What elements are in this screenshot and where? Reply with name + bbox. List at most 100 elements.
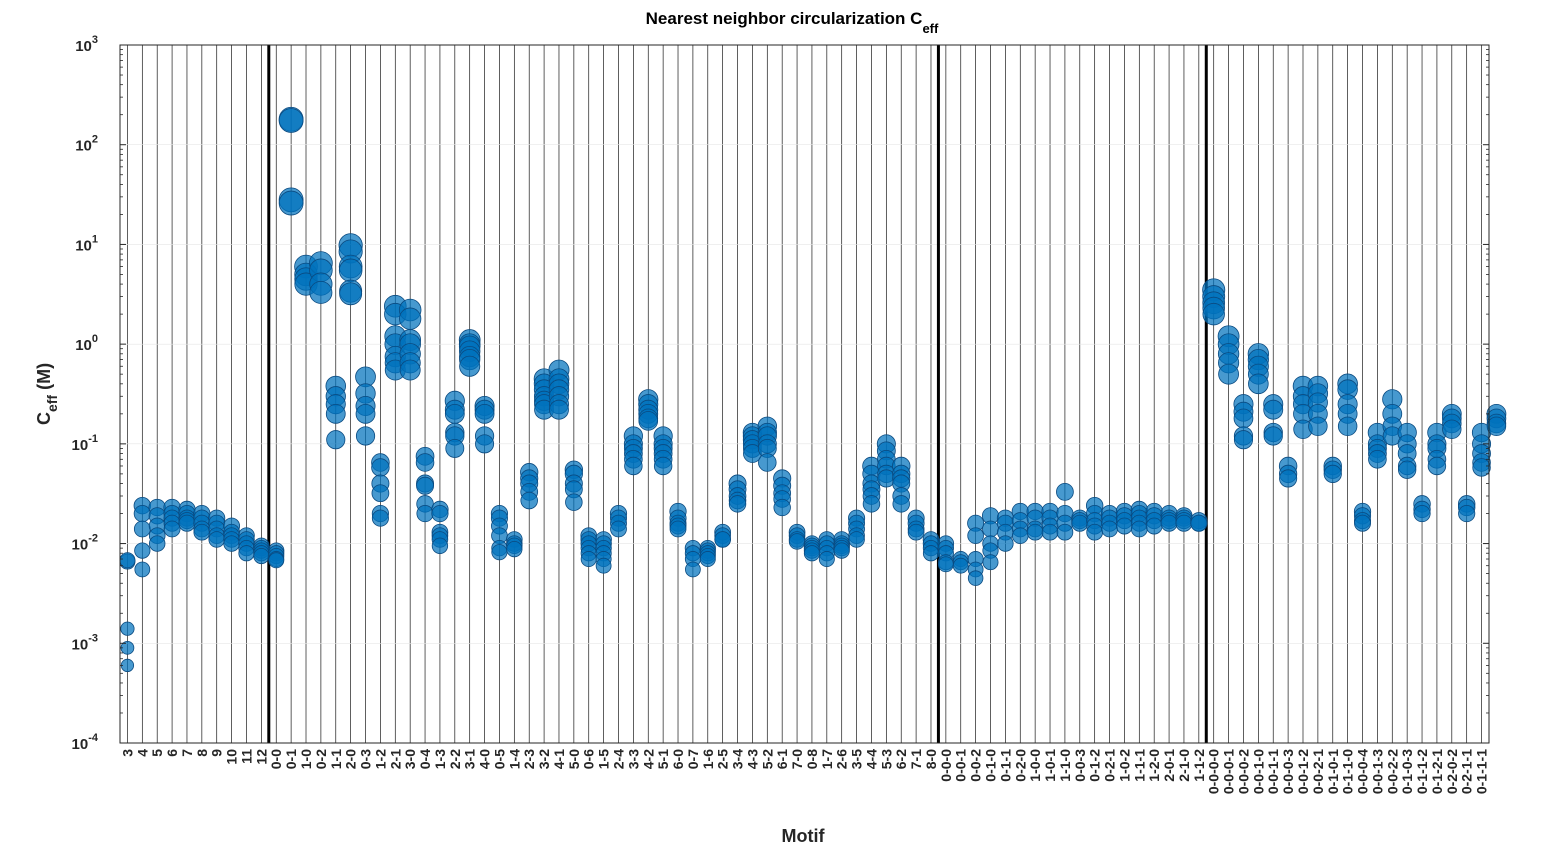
- x-tick-label: 3-3: [625, 749, 641, 769]
- y-axis-ticks: 10-4 10-3 10-2 10-1 100 101 102 103: [72, 34, 1489, 753]
- x-tick-label: 6-2: [893, 749, 909, 769]
- data-point: [120, 621, 135, 636]
- y-axis-label: Ceff (M): [34, 363, 60, 425]
- y-tick-label: 10-3: [72, 632, 98, 653]
- data-point: [1011, 527, 1029, 544]
- data-point: [1486, 416, 1507, 437]
- data-point: [355, 426, 376, 446]
- data-point: [937, 556, 954, 573]
- x-tick-label: 4: [134, 749, 150, 757]
- x-tick-label: 0-8: [804, 749, 820, 769]
- data-point: [862, 495, 881, 513]
- x-axis-label: Motif: [782, 826, 826, 846]
- data-point: [758, 453, 777, 472]
- data-point: [1472, 458, 1491, 477]
- x-tick-label: 0-0-2: [968, 749, 984, 782]
- data-point: [549, 399, 569, 420]
- x-tick-label: 0-1-2-1: [1429, 749, 1445, 794]
- data-point: [967, 527, 984, 544]
- x-tick-label: 2-3: [521, 749, 537, 769]
- x-tick-label: 9: [209, 749, 225, 757]
- data-point: [371, 458, 390, 477]
- data-point: [1202, 302, 1225, 326]
- x-tick-label: 0-2-0-2: [1444, 749, 1460, 794]
- data-point: [952, 557, 969, 574]
- data-point: [193, 523, 211, 541]
- x-tick-label: 2-5: [715, 749, 731, 769]
- x-tick-label: 1-7: [819, 749, 835, 769]
- x-tick-label: 0-0-1-2: [1295, 749, 1311, 794]
- x-tick-label: 0-0-0-1: [1221, 749, 1237, 794]
- y-tick-label: 103: [75, 34, 98, 55]
- data-point: [178, 514, 196, 532]
- x-tick-label: 0-1: [283, 749, 299, 769]
- x-tick-label: 0-0-1-3: [1369, 749, 1385, 794]
- data-point: [223, 535, 240, 552]
- x-tick-label: 0-0-1-0: [1250, 749, 1266, 794]
- data-point: [818, 551, 835, 568]
- x-tick-label: 0-1-0: [983, 749, 999, 782]
- x-tick-label: 3-0: [402, 749, 418, 769]
- x-tick-label: 4-3: [744, 749, 760, 769]
- data-point: [595, 557, 612, 574]
- x-axis-ticks: 34567891011120-00-11-00-21-12-00-31-22-1…: [119, 749, 1489, 794]
- data-point: [1427, 456, 1447, 476]
- x-tick-label: 0-0-1: [953, 749, 969, 782]
- data-point: [431, 537, 449, 554]
- data-point: [803, 545, 821, 562]
- data-point: [278, 190, 304, 216]
- x-tick-label: 2-2: [447, 749, 463, 769]
- x-tick-label: 7: [179, 749, 195, 757]
- x-tick-label: 0-0-0: [938, 749, 954, 782]
- x-tick-label: 0-2-1-1: [1459, 749, 1475, 794]
- x-tick-label: 12: [253, 749, 269, 765]
- data-point: [653, 456, 673, 476]
- data-point: [638, 411, 659, 431]
- data-point: [133, 504, 151, 523]
- y-tick-label: 10-2: [72, 533, 98, 554]
- data-point: [1041, 523, 1059, 541]
- x-tick-label: 8: [194, 749, 210, 757]
- x-tick-label: 1-1-1: [1131, 749, 1147, 782]
- data-point: [1397, 460, 1417, 479]
- x-tick-label: 0-0-3: [1072, 749, 1088, 782]
- data-point: [506, 540, 523, 558]
- data-point: [1263, 399, 1284, 420]
- data-point: [520, 491, 538, 510]
- x-tick-label: 2-0: [343, 749, 359, 769]
- x-tick-label: 5: [149, 749, 165, 757]
- data-point: [491, 544, 508, 561]
- data-point: [339, 282, 363, 306]
- data-point: [1056, 523, 1074, 541]
- y-tick-label: 100: [75, 333, 98, 354]
- data-point: [699, 551, 716, 568]
- data-point: [1413, 504, 1431, 523]
- data-point: [1279, 469, 1298, 488]
- data-point: [120, 658, 135, 673]
- x-tick-label: 0-1-1-2: [1414, 749, 1430, 794]
- data-point: [238, 545, 255, 562]
- data-point: [1101, 520, 1118, 538]
- data-point: [907, 523, 925, 541]
- x-tick-label: 0-3: [358, 749, 374, 769]
- data-point: [1233, 408, 1254, 429]
- data-point: [848, 531, 865, 548]
- data-point: [371, 509, 389, 527]
- data-point: [728, 495, 747, 513]
- data-point: [1116, 517, 1133, 535]
- x-tick-label: 1-0-1: [1042, 749, 1058, 782]
- data-point: [997, 535, 1014, 552]
- x-tick-label: 4-2: [640, 749, 656, 769]
- data-point: [445, 438, 465, 458]
- x-tick-label: 5-3: [878, 749, 894, 769]
- data-point: [610, 520, 627, 538]
- x-tick-label: 1-0: [298, 749, 314, 769]
- x-tick-label: 3-4: [730, 749, 746, 769]
- data-point: [892, 495, 910, 513]
- x-tick-label: 0-2-1: [1102, 749, 1118, 782]
- data-point: [1233, 430, 1254, 450]
- data-point: [416, 476, 435, 495]
- data-point: [133, 520, 151, 538]
- data-points: [119, 106, 1507, 673]
- x-tick-label: 0-1-2: [1087, 749, 1103, 782]
